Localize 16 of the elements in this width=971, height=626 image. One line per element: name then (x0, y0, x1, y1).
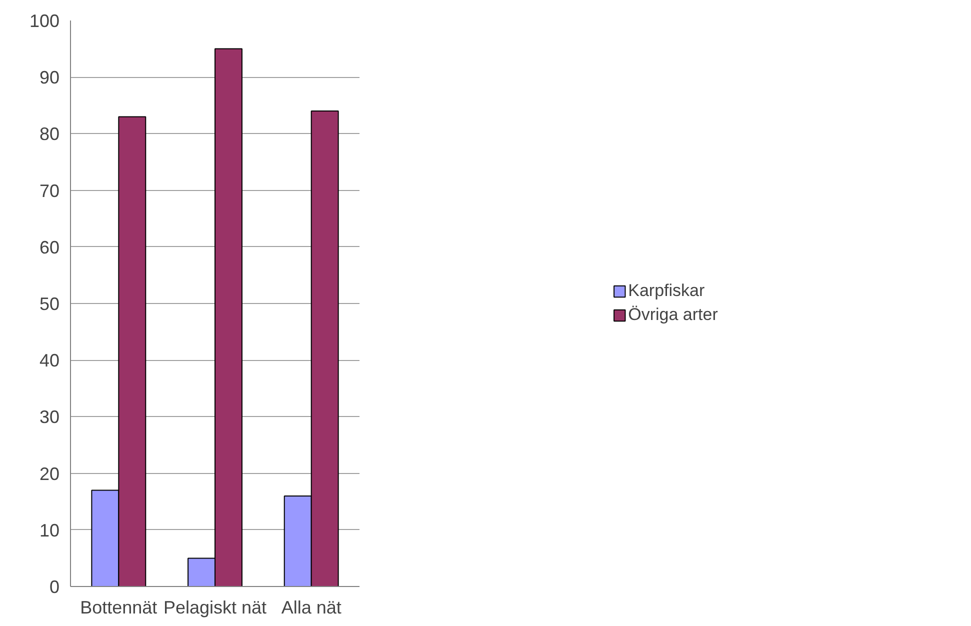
x-tick-label: Pelagiskt nät (163, 598, 267, 618)
y-tick-label: 20 (39, 464, 60, 484)
y-tick-label: 100 (29, 11, 60, 31)
y-tick-label: 90 (39, 68, 60, 88)
y-tick-label: 50 (39, 294, 60, 314)
y-tick-label: 70 (39, 180, 60, 201)
y-tick-label: 30 (39, 407, 60, 428)
legend-label: Karpfiskar (628, 281, 705, 301)
y-tick-label: 10 (39, 520, 60, 540)
y-tick-label: 40 (39, 350, 60, 371)
x-tick-label: Bottennät (80, 598, 158, 618)
x-tick-label: Alla nät (281, 598, 342, 618)
y-tick-label: 80 (39, 124, 60, 144)
y-tick-label: 60 (39, 237, 60, 258)
legend-label: Övriga arter (628, 305, 718, 325)
y-tick-label: 0 (49, 577, 60, 597)
